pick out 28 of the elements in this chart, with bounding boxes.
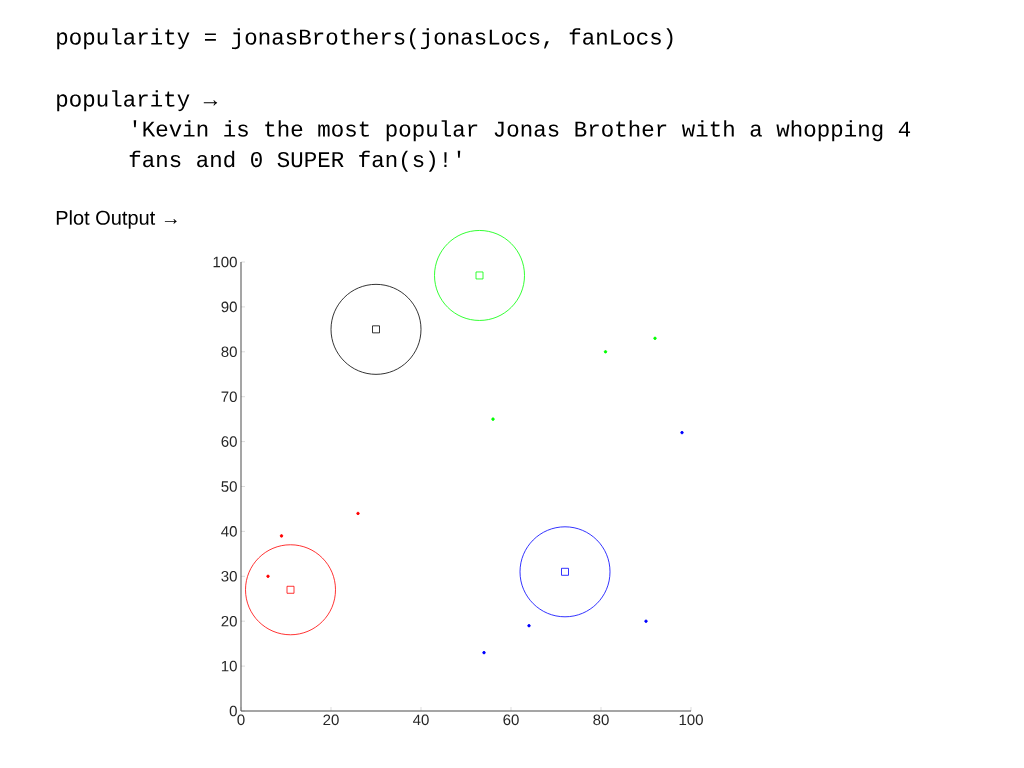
point: [286, 585, 295, 594]
y-tick-label: 50: [221, 481, 237, 492]
point: [475, 271, 484, 280]
text: popularity = jonasBrothers(jonasLocs, fanLocs): [57, 28, 673, 50]
point: [644, 619, 648, 623]
text: Plot Output →: [56, 210, 177, 229]
x-tick-label: 40: [413, 714, 429, 726]
x-tick-label: 20: [323, 714, 339, 726]
y-tick-label: 10: [221, 660, 237, 672]
y-tick-label: 20: [221, 615, 237, 627]
point: [527, 623, 531, 628]
point: [372, 325, 380, 334]
y-tick-label: 80: [221, 346, 237, 358]
y-tick-label: 30: [221, 570, 237, 582]
text: 'Kevin is the most popular Jonas Brother with a whopping 4 fans and 0 SUPER fan(s)!': [129, 120, 911, 172]
point: [482, 650, 486, 655]
y-tick-label: 0: [229, 705, 237, 717]
y-tick-label: 100: [213, 256, 237, 268]
y-tick-label: 90: [221, 301, 237, 313]
y-tick-label: 60: [221, 436, 237, 447]
point: [680, 430, 684, 435]
x-tick-label: 100: [679, 714, 703, 726]
y-tick-label: 40: [221, 526, 237, 537]
x-tick-label: 0: [237, 714, 245, 726]
x-tick-label: 80: [593, 714, 609, 726]
x-tick-label: 60: [503, 714, 519, 726]
y-tick-label: 70: [221, 391, 237, 402]
text: popularity →: [57, 90, 218, 112]
